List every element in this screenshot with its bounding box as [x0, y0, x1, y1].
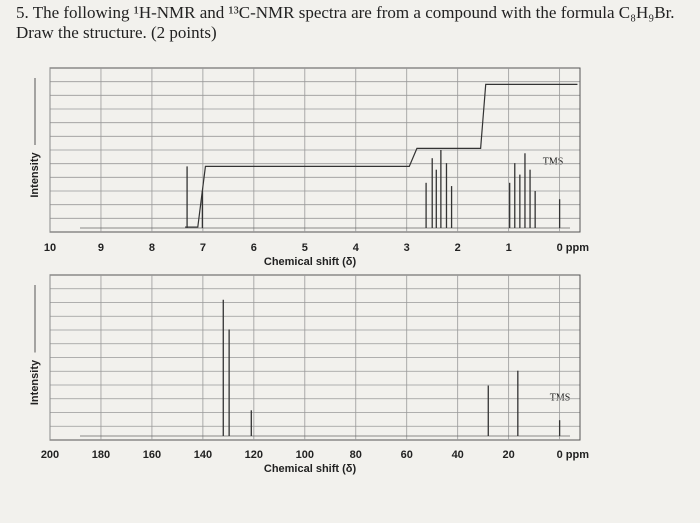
x-tick-label: 200 [41, 449, 59, 461]
x-tick-label: 1 [506, 242, 512, 254]
x-tick-label: 4 [353, 242, 360, 254]
x-tick-label: 5 [302, 242, 308, 254]
y-axis-title: Intensity [29, 359, 41, 405]
x-tick-label: 20 [503, 449, 515, 461]
x-tick-label: 0 ppm [557, 242, 590, 254]
x-tick-label: 60 [401, 449, 413, 461]
y-axis-title: Intensity [29, 152, 41, 198]
x-tick-label: 140 [194, 449, 212, 461]
x-tick-label: 7 [200, 242, 206, 254]
x-tick-label: 10 [44, 242, 56, 254]
x-axis-title: Chemical shift (δ) [264, 463, 357, 475]
x-tick-label: 3 [404, 242, 410, 254]
x-tick-label: 80 [350, 449, 362, 461]
x-tick-label: 180 [92, 449, 110, 461]
integral-curve [185, 83, 578, 228]
annotation: TMS [543, 156, 564, 167]
x-tick-label: 40 [452, 449, 464, 461]
x-tick-label: 100 [296, 449, 314, 461]
x-tick-label: 6 [251, 242, 257, 254]
x-tick-label: 0 ppm [557, 449, 590, 461]
x-tick-label: 160 [143, 449, 161, 461]
x-tick-label: 9 [98, 242, 104, 254]
question-line: 5. The following ¹H-NMR and ¹³C-NMR spec… [16, 3, 675, 22]
x-tick-label: 120 [245, 449, 263, 461]
question-line: Draw the structure. (2 points) [16, 23, 217, 42]
x-tick-label: 2 [455, 242, 461, 254]
x-axis-title: Chemical shift (δ) [264, 256, 357, 268]
x-tick-label: 8 [149, 242, 155, 254]
